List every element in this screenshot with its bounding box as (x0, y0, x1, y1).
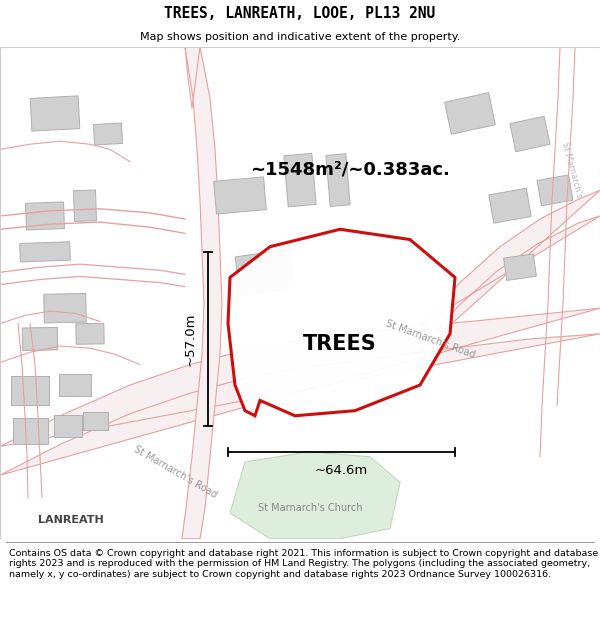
Text: St Marnarch's: St Marnarch's (560, 141, 584, 199)
Text: St Marnarch's Church: St Marnarch's Church (258, 503, 362, 513)
Bar (537, 175, 573, 206)
Bar (11, 376, 49, 404)
Bar (59, 374, 91, 396)
Polygon shape (420, 191, 600, 352)
Bar (73, 190, 97, 221)
Bar (326, 154, 350, 206)
Polygon shape (0, 308, 600, 475)
Text: St Marnarch's Road: St Marnarch's Road (384, 318, 476, 360)
Bar (214, 177, 266, 214)
Text: TREES: TREES (303, 334, 377, 354)
Bar (22, 328, 58, 351)
Bar (26, 202, 64, 230)
Bar (54, 415, 82, 437)
Bar (510, 116, 550, 152)
Polygon shape (230, 452, 400, 539)
Text: TREES, LANREATH, LOOE, PL13 2NU: TREES, LANREATH, LOOE, PL13 2NU (164, 6, 436, 21)
Bar (284, 153, 316, 207)
Bar (445, 92, 496, 134)
Text: LANREATH: LANREATH (38, 515, 104, 525)
Text: ~57.0m: ~57.0m (184, 312, 197, 366)
Bar (30, 96, 80, 131)
Polygon shape (182, 47, 222, 539)
Bar (235, 249, 295, 296)
Bar (94, 123, 122, 145)
Polygon shape (228, 229, 455, 416)
Text: St Marnarch's Road: St Marnarch's Road (131, 444, 218, 500)
Bar (76, 323, 104, 344)
Text: Map shows position and indicative extent of the property.: Map shows position and indicative extent… (140, 31, 460, 41)
Bar (20, 242, 70, 262)
Bar (83, 412, 107, 430)
Bar (489, 188, 531, 223)
Bar (13, 418, 47, 444)
Bar (503, 254, 536, 281)
Text: ~1548m²/~0.383ac.: ~1548m²/~0.383ac. (250, 161, 450, 179)
Bar (44, 294, 86, 323)
Text: ~64.6m: ~64.6m (315, 464, 368, 477)
Text: Contains OS data © Crown copyright and database right 2021. This information is : Contains OS data © Crown copyright and d… (9, 549, 598, 579)
